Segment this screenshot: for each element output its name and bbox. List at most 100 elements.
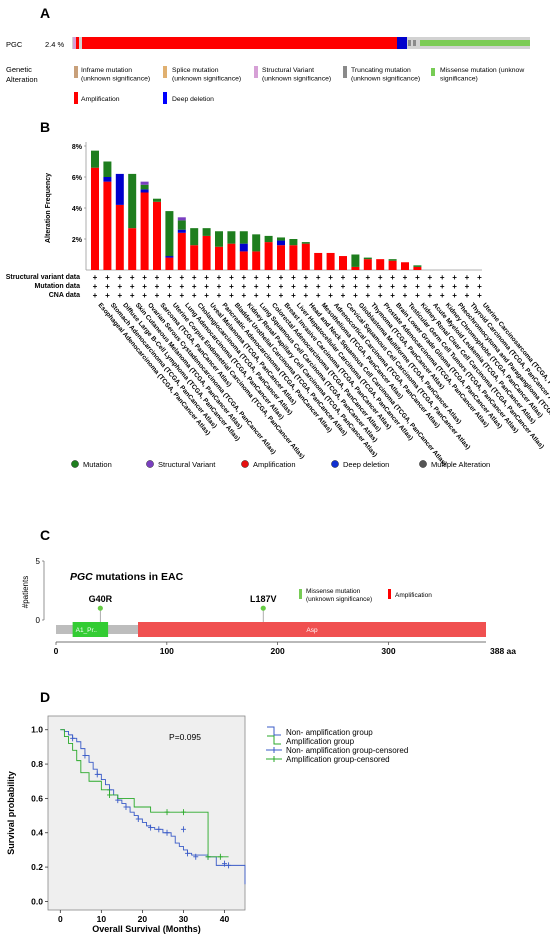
row-marker: + (93, 291, 98, 300)
legend-label: Non- amplification group (286, 728, 373, 737)
row-marker: + (241, 291, 246, 300)
row-marker: + (204, 291, 209, 300)
row-marker: + (192, 291, 197, 300)
bar-segment (289, 239, 298, 246)
row-marker: + (452, 282, 457, 291)
row-marker: + (105, 282, 110, 291)
row-marker: + (291, 291, 296, 300)
panel-c-label: C (40, 527, 50, 543)
bar-segment (388, 259, 397, 261)
row-marker: + (316, 273, 321, 282)
bar-segment (202, 235, 211, 270)
bar-segment (351, 266, 360, 270)
row-marker: + (365, 282, 370, 291)
row-marker: + (142, 282, 147, 291)
row-marker: + (229, 291, 234, 300)
y-tick-label: 0.0 (31, 896, 43, 906)
row-marker: + (328, 291, 333, 300)
oncoprint-amp-block (82, 37, 397, 49)
row-marker: + (130, 273, 135, 282)
p-value-annotation: P=0.095 (169, 732, 201, 742)
row-marker: + (427, 282, 432, 291)
row-marker: + (316, 282, 321, 291)
bar-segment (376, 259, 385, 270)
row-marker: + (117, 291, 122, 300)
row-marker: + (440, 282, 445, 291)
bar-segment (177, 220, 186, 230)
row-marker: + (266, 291, 271, 300)
row-marker: + (155, 291, 160, 300)
oncoprint-amp-mark (76, 37, 79, 49)
row-marker: + (179, 291, 184, 300)
row-marker: + (179, 273, 184, 282)
bar-segment (115, 173, 124, 205)
plot-title: PGC mutations in EAC (70, 571, 184, 583)
domain-label: Asp (306, 627, 318, 634)
survival-curve (60, 729, 246, 885)
row-marker: + (279, 282, 284, 291)
row-marker: + (291, 282, 296, 291)
legend-del-label: Deep deletion (172, 96, 214, 103)
bar-segment (252, 234, 261, 252)
row-marker: + (390, 291, 395, 300)
legend-label: Amplification (253, 460, 296, 469)
row-marker: + (142, 291, 147, 300)
bar-segment (388, 260, 397, 270)
bar-segment (264, 242, 273, 270)
row-marker: + (427, 273, 432, 282)
row-marker: + (378, 273, 383, 282)
bar-segment (413, 265, 422, 267)
row-marker: + (167, 291, 172, 300)
legend-label: Non- amplification group-censored (286, 746, 408, 755)
row-marker: + (117, 273, 122, 282)
x-tick-label: 40 (220, 914, 230, 924)
bar-segment (301, 242, 310, 244)
row-marker: + (316, 291, 321, 300)
legend-sv-swatch (254, 66, 258, 78)
row-marker: + (378, 282, 383, 291)
row-marker: + (217, 282, 222, 291)
protein-domain (138, 622, 486, 637)
bar-segment (177, 217, 186, 221)
legend-amp-label: Amplification (81, 96, 120, 103)
survival-curve (60, 729, 229, 858)
bar-segment (190, 245, 199, 270)
row-marker: + (229, 273, 234, 282)
bar-segment (252, 251, 261, 270)
bar-segment (277, 240, 285, 246)
row-marker: + (477, 273, 482, 282)
y-tick-label: 0.8 (31, 759, 43, 769)
y-tick-label: 0.6 (31, 793, 43, 803)
bar-segment (153, 198, 161, 202)
row-marker: + (217, 291, 222, 300)
row-marker: + (254, 273, 259, 282)
y-tick-label: 2% (72, 237, 83, 244)
legend-label: Amplification group (286, 737, 355, 746)
row-marker: + (328, 273, 333, 282)
row-marker: + (390, 273, 395, 282)
row-marker: + (378, 291, 383, 300)
mutation-label: L187V (250, 594, 277, 604)
x-end-label: 388 aa (490, 646, 516, 656)
legend-label: Mutation (83, 460, 112, 469)
y-tick-label: 6% (72, 175, 83, 182)
row-marker: + (341, 291, 346, 300)
y-tick-label: 5 (36, 557, 41, 566)
row-marker: + (415, 282, 420, 291)
y-axis-title: #patients (21, 576, 30, 608)
y-axis-title: Survival probability (6, 771, 16, 855)
row-marker: + (303, 291, 308, 300)
x-tick-label: 10 (97, 914, 107, 924)
row-marker: + (353, 273, 358, 282)
row-marker: + (365, 291, 370, 300)
bar-segment (140, 189, 149, 193)
legend-trunc-swatch (343, 66, 347, 78)
row-marker: + (167, 273, 172, 282)
x-tick-label: 300 (381, 646, 395, 656)
legend-marker (241, 460, 249, 468)
row-marker: + (403, 273, 408, 282)
bar-segment (91, 167, 99, 270)
row-marker: + (465, 291, 470, 300)
x-tick-label: 200 (271, 646, 285, 656)
y-tick-label: 0 (36, 616, 41, 625)
